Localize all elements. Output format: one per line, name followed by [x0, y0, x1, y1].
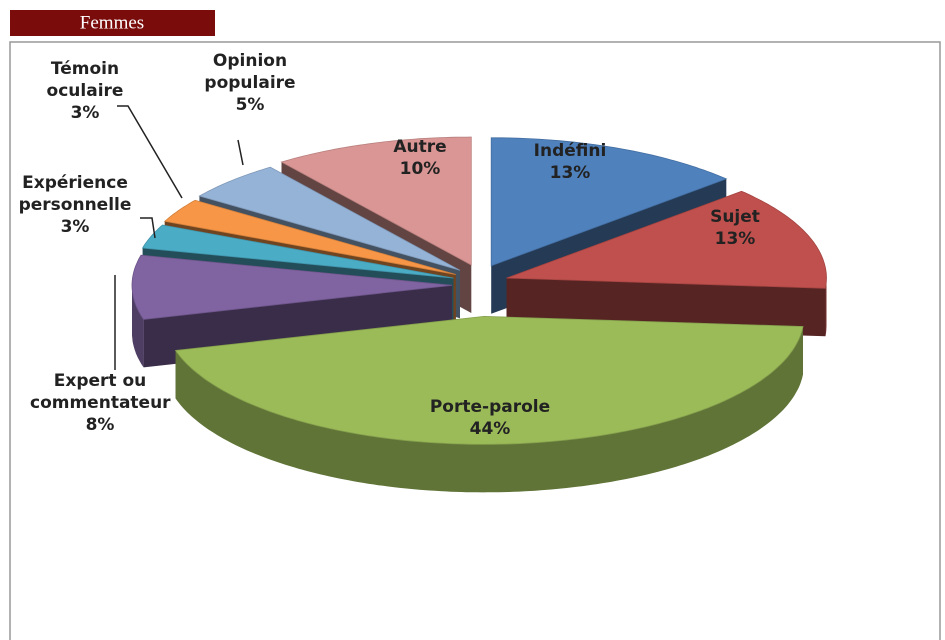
value-label: 3% — [60, 217, 90, 237]
category-label: Opinion populaire — [204, 51, 296, 93]
slice — [506, 190, 827, 289]
slice-wall — [825, 278, 827, 337]
leader-line — [237, 139, 244, 166]
data-label: Expérience personnelle 3% — [10, 172, 140, 238]
frame — [9, 41, 941, 640]
slice-wall — [175, 326, 804, 493]
leader-line — [140, 217, 156, 239]
category-label: Expert ou commentateur — [30, 371, 171, 413]
category-label: Porte-parole — [429, 397, 551, 417]
chart-title: Femmes — [80, 12, 144, 33]
category-label: Témoin oculaire — [46, 59, 124, 101]
value-label: 13% — [549, 163, 591, 183]
category-label: Indéfini — [533, 141, 607, 161]
leader-line — [117, 105, 183, 199]
data-label: Autre 10% — [370, 136, 470, 180]
slice — [280, 136, 472, 266]
slice — [174, 315, 804, 445]
value-label: 44% — [469, 419, 511, 439]
data-label: Expert ou commentateur 8% — [30, 370, 171, 436]
data-label: Sujet 13% — [680, 206, 790, 250]
value-label: 5% — [235, 95, 265, 115]
data-label: Opinion populaire 5% — [200, 50, 300, 116]
value-label: 13% — [714, 229, 756, 249]
category-label: Sujet — [710, 207, 760, 227]
slice — [490, 137, 728, 267]
pie — [131, 136, 827, 493]
slice — [198, 166, 461, 271]
slice — [163, 199, 456, 275]
slice — [141, 224, 454, 279]
data-label: Indéfini 13% — [510, 140, 630, 184]
value-label: 10% — [399, 159, 441, 179]
tab — [10, 10, 215, 36]
value-label: 3% — [70, 103, 100, 123]
value-label: 8% — [85, 415, 115, 435]
slice-wall — [132, 285, 144, 368]
category-label: Expérience personnelle — [18, 173, 132, 215]
data-label: Témoin oculaire 3% — [10, 58, 160, 124]
data-label: Porte-parole 44% — [400, 396, 580, 440]
slice — [131, 254, 453, 320]
category-label: Autre — [393, 137, 447, 157]
